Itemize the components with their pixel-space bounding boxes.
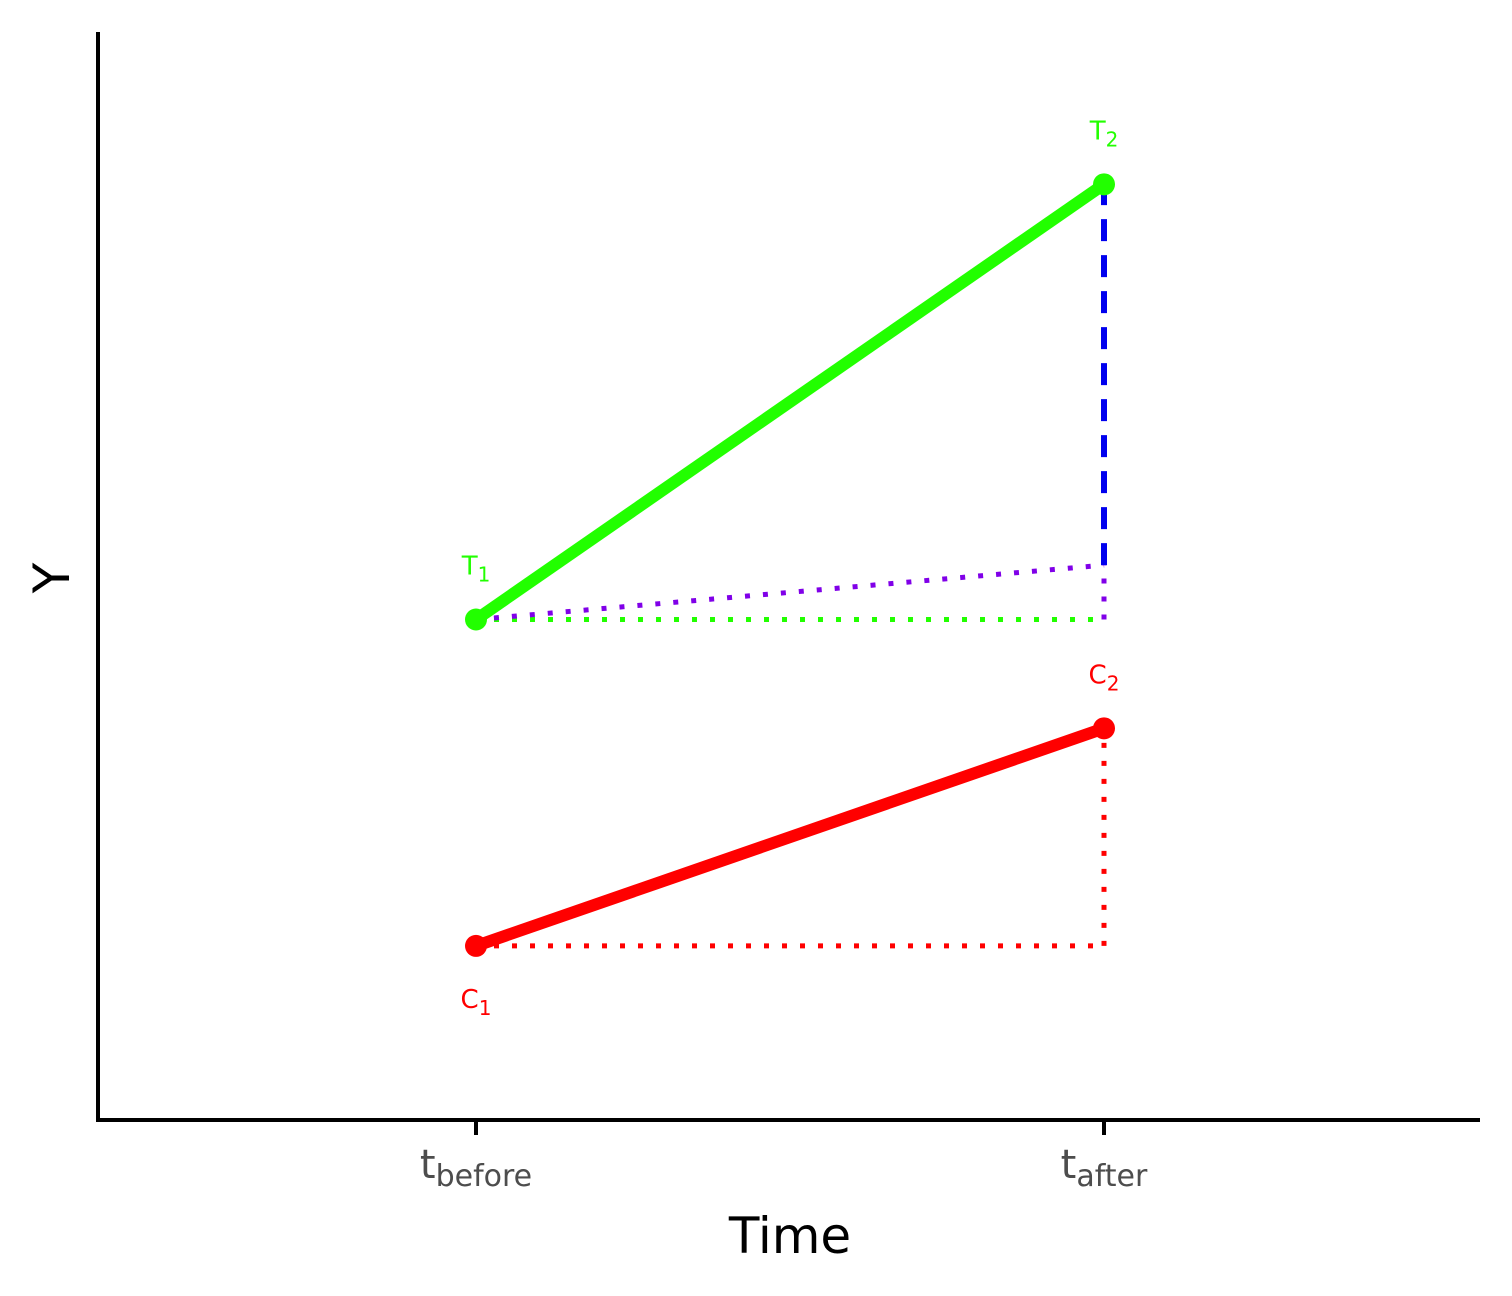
x-tick-label-before: tbefore xyxy=(420,1142,532,1194)
reference-line-1 xyxy=(475,562,1105,623)
point-label-C2: C2 xyxy=(1089,660,1120,695)
data-points xyxy=(465,173,1115,957)
point-label-C1: C1 xyxy=(461,985,492,1020)
control-point-C1 xyxy=(465,934,487,957)
x-axis-title: Time xyxy=(728,1207,851,1265)
treatment-line xyxy=(472,179,1108,625)
point-label-T1: T1 xyxy=(461,552,491,587)
x-ticks: tbefore tafter xyxy=(420,1122,1148,1194)
control-line xyxy=(474,722,1106,952)
series-lines xyxy=(472,179,1108,952)
treatment-point-T2 xyxy=(1093,173,1115,196)
point-label-T2: T2 xyxy=(1089,116,1119,151)
treatment-point-T1 xyxy=(465,608,487,631)
y-axis-title: Y xyxy=(23,562,81,594)
control-point-C2 xyxy=(1093,717,1115,740)
x-tick-label-after: tafter xyxy=(1061,1142,1148,1194)
reference-lines xyxy=(475,184,1107,949)
